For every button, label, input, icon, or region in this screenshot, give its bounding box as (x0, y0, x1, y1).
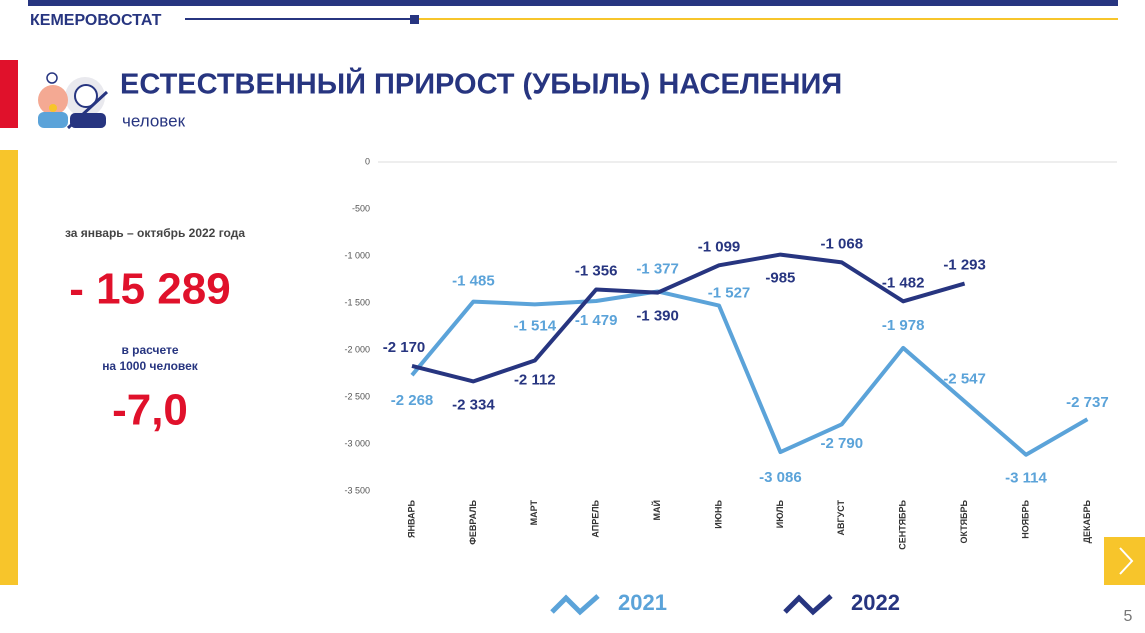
icon (38, 72, 109, 130)
next-arrow[interactable] (1119, 547, 1134, 575)
x-tick-label: АВГУСТ (836, 500, 846, 536)
y-tick-label: -1 000 (344, 250, 370, 260)
data-label: -1 377 (636, 260, 679, 277)
red-accent (0, 60, 18, 128)
next-button-bg[interactable] (1104, 537, 1145, 585)
subtitle: человек (122, 111, 186, 130)
top-bar (28, 0, 1118, 6)
brand: КЕМЕРОВОСТАТ (30, 12, 162, 29)
x-tick-label: ДЕКАБРЬ (1082, 499, 1092, 543)
data-label: -1 527 (708, 285, 751, 302)
legend-label: 2022 (851, 590, 900, 615)
data-label: -1 479 (575, 312, 618, 329)
x-tick-label: МАРТ (529, 500, 539, 526)
total: - 15 289 (69, 265, 230, 314)
legend-label: 2021 (618, 590, 667, 615)
x-tick-label: ОКТЯБРЬ (959, 499, 969, 543)
line-series (411, 252, 966, 384)
y-tick-label: -2 000 (344, 344, 370, 354)
y-tick-label: 0 (365, 156, 370, 166)
x-tick-label: ИЮНЬ (713, 499, 723, 528)
y-tick-label: -3 000 (344, 438, 370, 448)
rate-caption: в расчете (121, 343, 178, 357)
data-label: -2 547 (943, 370, 986, 387)
y-tick-label: -2 500 (344, 391, 370, 401)
data-label: -2 334 (452, 396, 495, 413)
data-label: -1 390 (636, 308, 679, 325)
line-series (410, 289, 1089, 457)
data-label: -3 086 (759, 469, 802, 486)
page-number: 5 (1124, 608, 1133, 625)
rate-caption: на 1000 человек (102, 359, 199, 373)
data-label: -1 485 (452, 273, 495, 290)
data-label: -985 (765, 270, 795, 287)
title: ЕСТЕСТВЕННЫЙ ПРИРОСТ (УБЫЛЬ) НАСЕЛЕНИЯ (120, 67, 842, 101)
x-tick-label: ФЕВРАЛЬ (468, 499, 478, 544)
data-label: -2 790 (821, 435, 864, 452)
data-label: -1 293 (943, 257, 986, 274)
y-tick-label: -1 500 (344, 297, 370, 307)
y-tick-label: -3 500 (344, 485, 370, 495)
data-label: -2 737 (1066, 394, 1109, 411)
header-square (410, 15, 419, 24)
data-label: -1 068 (821, 235, 864, 252)
next-button[interactable] (1104, 537, 1145, 585)
y-tick-label: -500 (352, 203, 370, 213)
data-label: -2 170 (383, 339, 426, 356)
data-label: -3 114 (1005, 470, 1047, 487)
data-label: -1 356 (575, 262, 618, 279)
legend-icon (550, 594, 600, 616)
x-tick-label: СЕНТЯБРЬ (898, 499, 908, 549)
data-label: -1 482 (882, 274, 925, 291)
x-tick-label: ИЮЛЬ (775, 499, 785, 528)
data-label: -2 268 (391, 392, 434, 409)
x-tick-label: АПРЕЛЬ (591, 499, 601, 537)
yellow-accent (0, 150, 18, 585)
data-label: -1 099 (698, 238, 741, 255)
period: за январь – октябрь 2022 года (65, 226, 245, 240)
legend-icon (783, 594, 833, 616)
data-label: -1 514 (514, 317, 557, 334)
data-label: -1 978 (882, 317, 925, 334)
x-tick-label: ЯНВАРЬ (406, 499, 416, 538)
rate: -7,0 (112, 386, 188, 435)
x-tick-label: МАЙ (651, 500, 662, 520)
data-label: -2 112 (514, 371, 556, 388)
x-tick-label: НОЯБРЬ (1020, 499, 1030, 538)
